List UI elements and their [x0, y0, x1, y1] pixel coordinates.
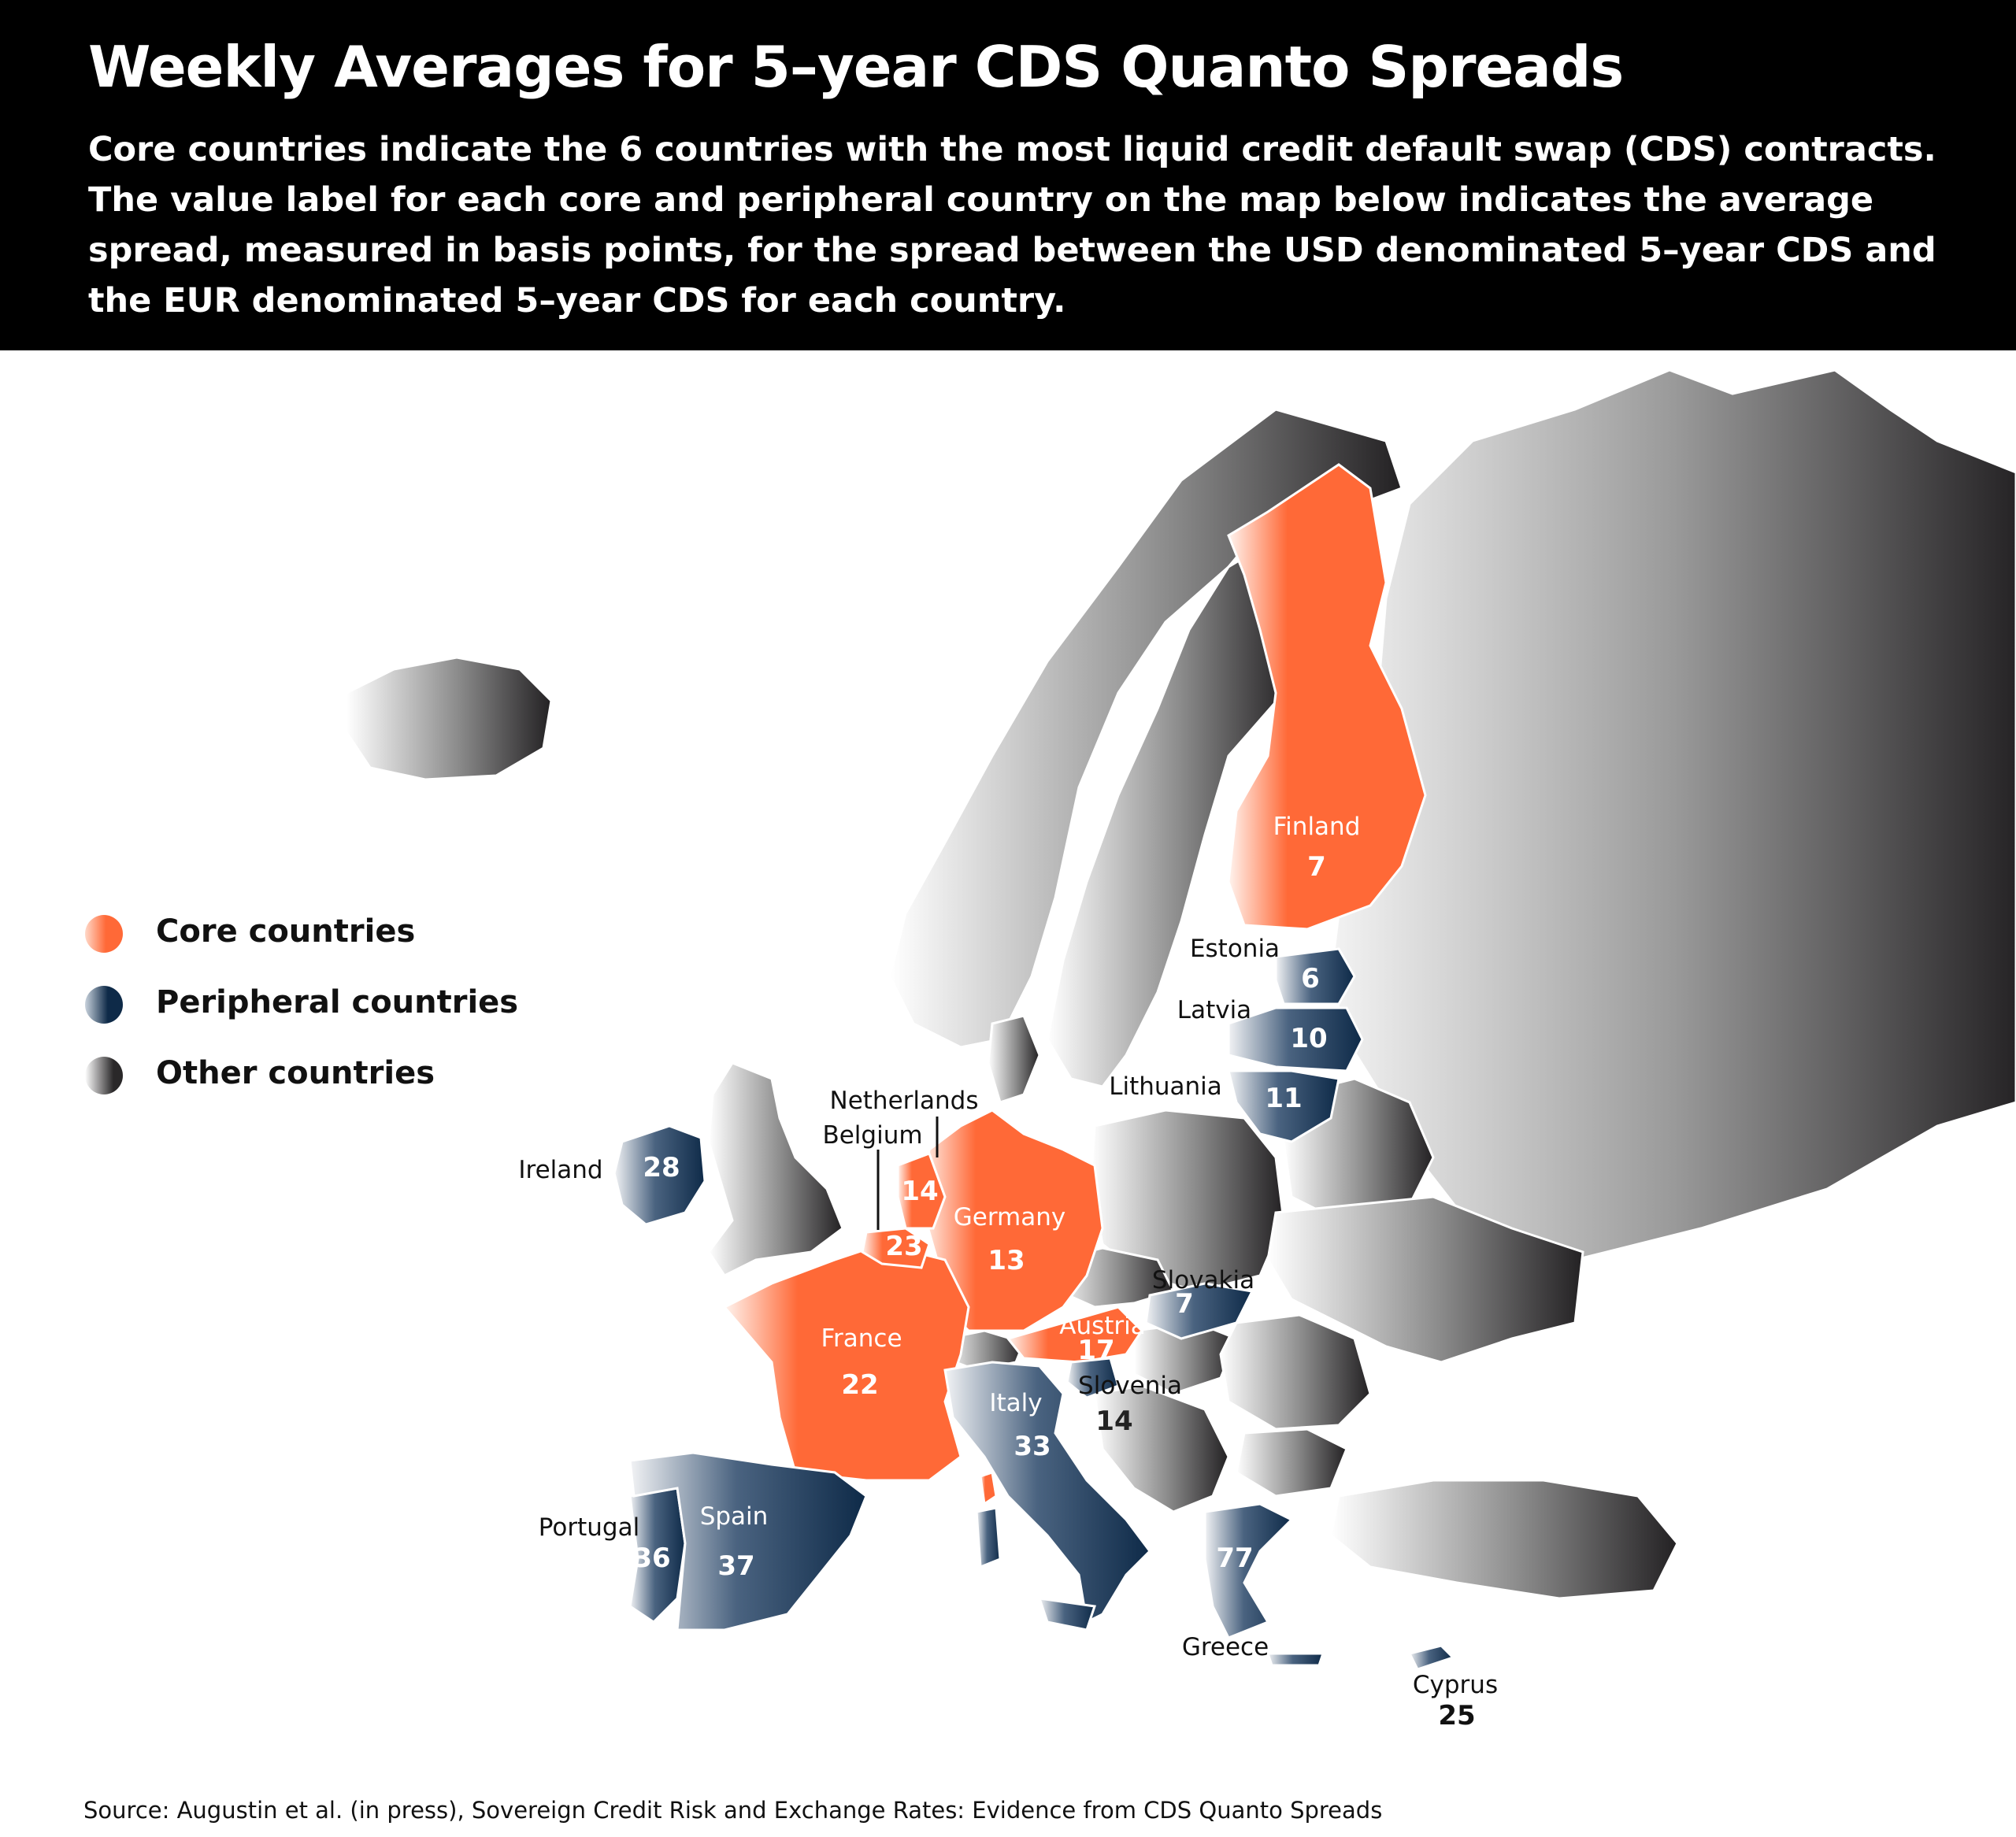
- europe-map: Finland Estonia Latvia Lithuania Netherl…: [345, 369, 2016, 1731]
- belgium-shape: [861, 1227, 931, 1269]
- crete-shape: [1266, 1652, 1325, 1667]
- iceland-shape: [345, 656, 553, 781]
- sardinia-shape: [975, 1506, 1002, 1569]
- turkey-shape: [1329, 1479, 1679, 1600]
- cyprus-name-label: Cyprus: [1413, 1671, 1498, 1699]
- france-name-label: France: [821, 1324, 902, 1353]
- page-title: Weekly Averages for 5–year CDS Quanto Sp…: [88, 34, 1624, 100]
- italy-value-label: 33: [1014, 1431, 1051, 1462]
- belgium-name-label: Belgium: [822, 1121, 922, 1150]
- leader-lines: [876, 1117, 939, 1230]
- estonia-value-label: 6: [1301, 963, 1320, 994]
- slovenia-shape: [1065, 1357, 1120, 1399]
- italy-name-label: Italy: [989, 1389, 1042, 1417]
- slovenia-name-label: Slovenia: [1078, 1372, 1182, 1400]
- lithuania-value-label: 11: [1265, 1083, 1302, 1114]
- estonia-name-label: Estonia: [1190, 935, 1280, 963]
- latvia-shape: [1227, 1006, 1364, 1072]
- denmark-shape: [987, 1014, 1041, 1104]
- italy-shape: [943, 1361, 1151, 1624]
- slovakia-value-label: 7: [1175, 1288, 1194, 1320]
- ireland-shape: [613, 1124, 706, 1226]
- netherlands-name-label: Netherlands: [830, 1087, 979, 1115]
- core-countries: [722, 463, 1427, 1506]
- finland-shape: [1227, 463, 1427, 931]
- greece-shape: [1203, 1502, 1294, 1639]
- balkans-shape: [1093, 1384, 1230, 1513]
- austria-value-label: 17: [1077, 1335, 1114, 1366]
- greece-value-label: 77: [1216, 1543, 1253, 1574]
- corsica-shape: [979, 1471, 998, 1506]
- slovakia-shape: [1144, 1282, 1254, 1340]
- source-note: Source: Augustin et al. (in press), Sove…: [83, 1797, 1383, 1824]
- spain-value-label: 37: [717, 1550, 754, 1582]
- finland-value-label: 7: [1307, 851, 1326, 883]
- netherlands-value-label: 14: [901, 1176, 938, 1207]
- romania-shape: [1219, 1313, 1372, 1431]
- lithuania-name-label: Lithuania: [1109, 1072, 1222, 1101]
- lithuania-shape: [1227, 1069, 1340, 1143]
- belgium-value-label: 23: [885, 1231, 922, 1262]
- uk-shape: [707, 1061, 844, 1277]
- slovenia-value-label: 14: [1095, 1406, 1132, 1437]
- austria-name-label: Austria: [1059, 1312, 1146, 1340]
- country-name-labels: Finland Estonia Latvia Lithuania Netherl…: [518, 813, 1498, 1699]
- estonia-shape: [1274, 947, 1356, 1006]
- other-countries: [345, 369, 2016, 1600]
- latvia-value-label: 10: [1290, 1023, 1327, 1054]
- netherlands-shape: [896, 1152, 947, 1230]
- sicily-shape: [1037, 1597, 1096, 1631]
- legend-label-core: Core countries: [156, 913, 416, 950]
- latvia-name-label: Latvia: [1177, 996, 1251, 1024]
- spain-shape: [628, 1451, 868, 1631]
- page-subtitle: Core countries indicate the 6 countries …: [88, 130, 1936, 320]
- ireland-value-label: 28: [643, 1152, 680, 1183]
- finland-name-label: Finland: [1273, 813, 1361, 841]
- france-value-label: 22: [841, 1369, 878, 1401]
- peripheral-swatch-icon: [85, 986, 123, 1024]
- portugal-name-label: Portugal: [539, 1513, 639, 1542]
- spain-name-label: Spain: [700, 1502, 769, 1531]
- austria-shape: [1006, 1306, 1143, 1364]
- portugal-value-label: 36: [633, 1543, 670, 1574]
- header-banner: Weekly Averages for 5–year CDS Quanto Sp…: [0, 0, 2016, 350]
- cyprus-shape: [1407, 1644, 1455, 1671]
- slovakia-name-label: Slovakia: [1152, 1266, 1254, 1294]
- legend-label-peripheral: Peripheral countries: [156, 984, 519, 1020]
- legend-label-other: Other countries: [156, 1055, 435, 1091]
- bulgaria-shape: [1235, 1428, 1348, 1498]
- france-shape: [722, 1243, 970, 1482]
- germany-value-label: 13: [988, 1245, 1025, 1276]
- core-swatch-icon: [85, 915, 123, 953]
- peripheral-countries: [613, 947, 1455, 1671]
- ireland-name-label: Ireland: [518, 1156, 602, 1184]
- ukraine-shape: [1266, 1195, 1584, 1364]
- germany-name-label: Germany: [954, 1203, 1065, 1231]
- greece-name-label: Greece: [1182, 1633, 1269, 1661]
- cyprus-value-label: 25: [1438, 1700, 1475, 1731]
- russia-shape: [1329, 369, 2016, 1261]
- other-swatch-icon: [85, 1057, 123, 1094]
- country-value-labels: 7 6 10 11 14 23 13 28 7 17 22 14 33 36 3…: [633, 851, 1475, 1731]
